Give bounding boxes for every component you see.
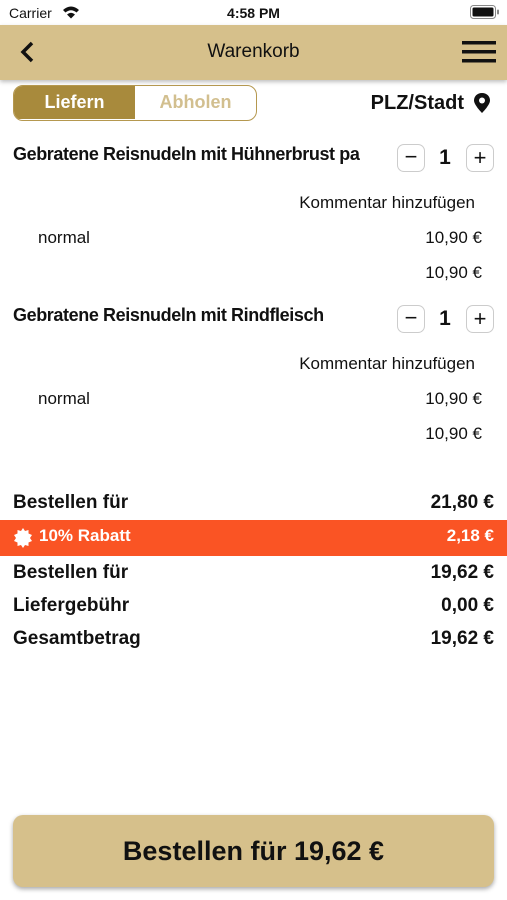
summary-label: 10% Rabatt: [39, 526, 131, 545]
discount-icon: [13, 528, 33, 548]
carrier: Carrier: [9, 5, 52, 21]
nav-bar: [0, 25, 507, 80]
variant: normal: [38, 228, 90, 247]
menu-button[interactable]: [462, 40, 498, 64]
quantity: 1: [439, 146, 451, 169]
order-button[interactable]: Bestellen für 19,62 €: [13, 815, 494, 887]
item-name: Gebratene Reisnudeln mit Rindfleisch: [13, 305, 324, 325]
summary-amount: 19,62 €: [430, 562, 494, 583]
back-button[interactable]: [18, 40, 36, 64]
comment-link[interactable]: Kommentar hinzufügen: [299, 354, 475, 373]
time: 4:58 PM: [227, 5, 280, 21]
item-total: 10,90 €: [425, 424, 482, 443]
item-total: 10,90 €: [425, 263, 482, 282]
battery-icon: [470, 5, 499, 19]
summary-label: Bestellen für: [13, 492, 129, 513]
pin-icon: [474, 93, 490, 113]
summary-amount: 21,80 €: [430, 492, 494, 513]
delivery-toggle: Liefern Abholen: [13, 85, 257, 121]
minus-button[interactable]: −: [397, 305, 425, 333]
summary-amount: 0,00 €: [441, 595, 494, 616]
summary-amount: 19,62 €: [430, 628, 494, 649]
variant-price: 10,90 €: [425, 228, 482, 247]
comment-link[interactable]: Kommentar hinzufügen: [299, 193, 475, 212]
summary-amount: 2,18 €: [446, 526, 494, 545]
variant: normal: [38, 389, 90, 408]
summary-label: Gesamtbetrag: [13, 628, 141, 649]
toggle-option[interactable]: Liefern: [14, 86, 135, 119]
plus-button[interactable]: +: [466, 305, 494, 333]
variant-price: 10,90 €: [425, 389, 482, 408]
wifi-icon: [63, 6, 79, 19]
summary-label: Bestellen für: [13, 562, 129, 583]
summary-label: Liefergebühr: [13, 595, 130, 616]
plus-button[interactable]: +: [466, 144, 494, 172]
item-name: Gebratene Reisnudeln mit Hühnerbrust pa: [13, 144, 360, 164]
toggle-option[interactable]: Abholen: [159, 92, 232, 112]
location[interactable]: PLZ/Stadt: [370, 92, 464, 114]
quantity: 1: [439, 307, 451, 330]
nav-title: Warenkorb: [207, 41, 300, 62]
minus-button[interactable]: −: [397, 144, 425, 172]
discount-bar: [0, 520, 507, 556]
